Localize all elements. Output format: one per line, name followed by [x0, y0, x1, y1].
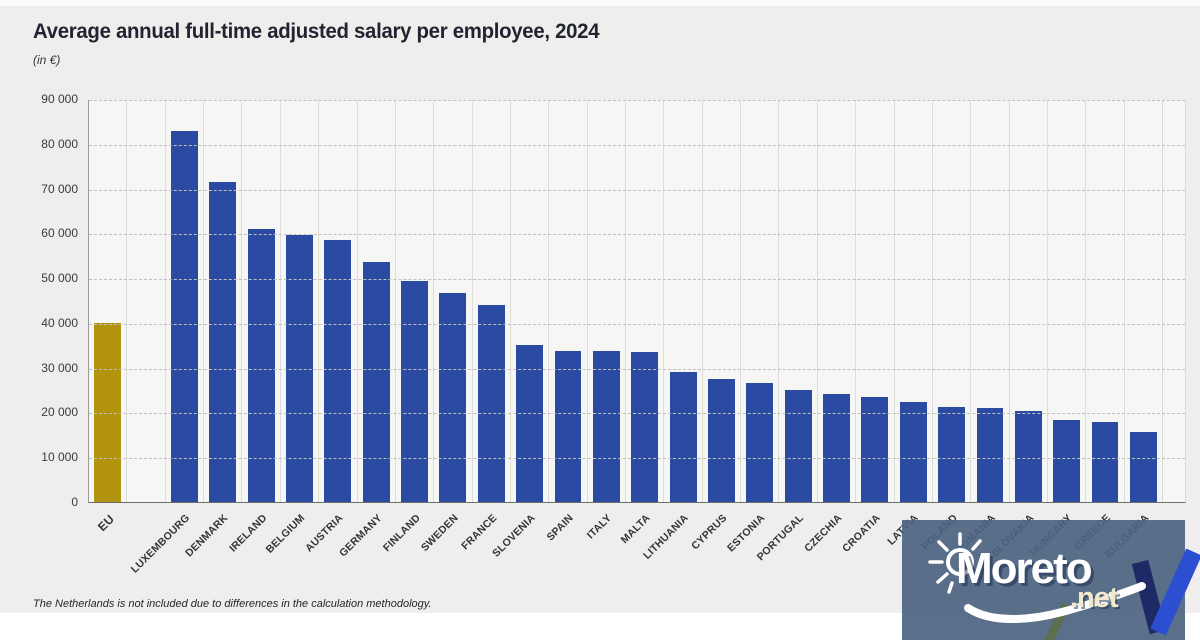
y-tick-label: 90 000	[41, 92, 78, 106]
x-label-cyprus: CYPRUS	[689, 512, 730, 553]
bar-slot-malta	[625, 100, 663, 502]
x-label-eu: EU	[95, 512, 118, 534]
bar-slot-denmark	[203, 100, 241, 502]
bar-germany	[362, 261, 390, 502]
chart-subtitle: (in €)	[33, 53, 61, 67]
bar-sweden	[439, 293, 467, 502]
x-label-ireland: IRELAND	[226, 512, 270, 555]
bar-slot-bulgaria	[1123, 100, 1162, 502]
gridline-90000	[89, 100, 1185, 101]
y-axis: 0 10 000 20 000 30 000 40 000 50 000 60 000 70 …	[0, 92, 80, 509]
bar-slot-czechia	[816, 100, 855, 502]
sun-icon	[928, 532, 982, 594]
bar-slot-eu	[89, 100, 126, 502]
watermark-graphics	[928, 532, 1200, 636]
y-tick-label: 50 000	[41, 271, 78, 286]
bar-slot-slovenia	[509, 100, 548, 502]
bar-greece	[1091, 421, 1119, 502]
chart-title: Average annual full-time adjusted salary…	[33, 20, 600, 43]
watermark-brand-text: Moreto	[956, 544, 1093, 593]
gridline-80000	[89, 144, 1185, 146]
bar-slot-croatia	[855, 100, 893, 502]
bar-slot-spain	[548, 100, 586, 502]
bar-ireland	[247, 228, 275, 502]
bar-slovenia	[516, 344, 544, 502]
bar-bulgaria	[1129, 432, 1157, 502]
gridline-10000	[89, 458, 1185, 460]
y-tick-label: 70 000	[41, 181, 78, 196]
bar-slot-romania	[970, 100, 1008, 502]
y-tick-label: 30 000	[41, 360, 78, 375]
chart-header: Average annual full-time adjusted salary…	[33, 20, 617, 67]
x-label-luxembourg: LUXEMBOURG	[128, 512, 193, 576]
x-label-finland: FINLAND	[380, 512, 423, 555]
bar-slot-poland	[931, 100, 970, 502]
bar-luxembourg	[170, 131, 198, 502]
gridline-70000	[89, 189, 1185, 191]
bar-cyprus	[707, 379, 735, 502]
watermark-tld-text: .net	[1070, 582, 1119, 614]
gridline-60000	[89, 234, 1185, 236]
bar-slot-belgium	[279, 100, 318, 502]
bar-slot-germany	[356, 100, 395, 502]
bar-slot-latvia	[893, 100, 932, 502]
x-label-czechia: CZECHIA	[801, 512, 845, 555]
bar-denmark	[209, 182, 237, 502]
bar-slot-sweden	[433, 100, 471, 502]
moreto-watermark: Moreto .net	[902, 520, 1200, 640]
chart-plot-area	[88, 100, 1186, 503]
x-label-sweden: SWEDEN	[418, 512, 461, 554]
bar-slot-slovakia	[1008, 100, 1047, 502]
bar-spain	[554, 350, 582, 502]
bar-slot-france	[471, 100, 510, 502]
top-strip	[0, 0, 1200, 6]
bar-czechia	[823, 394, 850, 502]
bar-slot-estonia	[740, 100, 778, 502]
gridline-50000	[89, 279, 1185, 281]
bar-slot-austria	[318, 100, 356, 502]
bar-croatia	[861, 397, 889, 502]
y-tick-label: 60 000	[41, 226, 78, 241]
bar-estonia	[746, 383, 774, 502]
bar-slot-ireland	[241, 100, 279, 502]
x-label-croatia: CROATIA	[840, 512, 883, 555]
bar-slot-gap	[126, 100, 164, 502]
bar-malta	[631, 351, 659, 502]
bar-poland	[938, 407, 966, 502]
bar-latvia	[899, 402, 927, 502]
bar-france	[477, 305, 505, 502]
bar-eu	[94, 323, 122, 502]
bars-area	[89, 100, 1163, 502]
bar-finland	[401, 281, 428, 502]
bar-slot-luxembourg	[164, 100, 203, 502]
x-label-italy: ITALY	[584, 512, 615, 542]
bar-slot-hungary	[1046, 100, 1085, 502]
bar-slot-greece	[1085, 100, 1123, 502]
bar-italy	[592, 351, 620, 502]
bar-slot-finland	[394, 100, 433, 502]
y-tick-label: 0	[71, 495, 78, 509]
y-tick-label: 20 000	[41, 405, 78, 420]
bar-slot-portugal	[778, 100, 816, 502]
chart-footnote: The Netherlands is not included due to d…	[33, 598, 432, 610]
bar-romania	[976, 407, 1004, 502]
bar-slovakia	[1014, 411, 1042, 502]
y-tick-label: 10 000	[41, 450, 78, 465]
y-tick-label: 80 000	[41, 136, 78, 151]
checkmark-icon	[1131, 548, 1200, 636]
bar-slot-italy	[586, 100, 625, 502]
gridline-30000	[89, 368, 1185, 370]
x-label-spain: SPAIN	[544, 512, 576, 544]
x-label-malta: MALTA	[618, 512, 653, 547]
bar-slot-lithuania	[663, 100, 701, 502]
bar-slot-cyprus	[701, 100, 740, 502]
bar-lithuania	[669, 372, 697, 502]
gridline-40000	[89, 323, 1185, 325]
gridline-20000	[89, 413, 1185, 415]
y-tick-label: 40 000	[41, 315, 78, 330]
wave-swoosh	[964, 582, 1146, 623]
bar-portugal	[784, 390, 812, 502]
bar-hungary	[1053, 419, 1081, 502]
x-label-belgium: BELGIUM	[263, 512, 308, 556]
